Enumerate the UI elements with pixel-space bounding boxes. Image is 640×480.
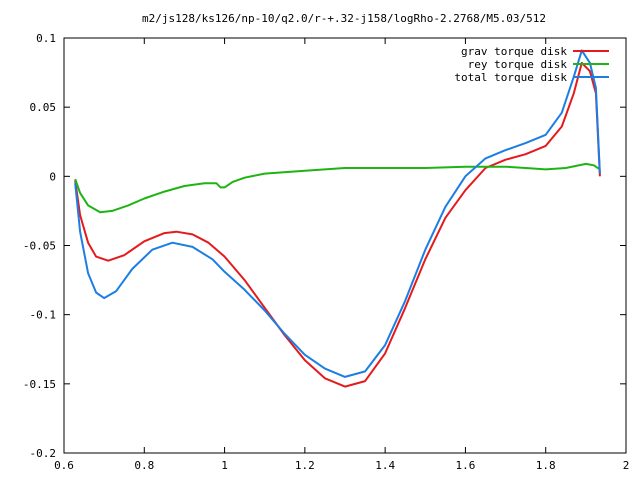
- x-tick-label: 1.8: [536, 459, 556, 472]
- y-tick-label: -0.05: [23, 240, 56, 253]
- y-tick-label: 0.05: [30, 101, 57, 114]
- legend-label: grav torque disk: [461, 45, 567, 58]
- y-tick-label: 0: [49, 170, 56, 183]
- x-tick-label: 1: [221, 459, 228, 472]
- axes: 0.6 0.8 1 1.2 1.4 1.6 1.8 2 0.1 0.05 0 -0.05 -0.1 -0.…: [23, 32, 629, 472]
- series-line-total-torque-disk: [74, 49, 601, 378]
- x-tick-label: 1.6: [455, 459, 475, 472]
- x-tick-label: 0.6: [54, 459, 74, 472]
- x-tick-label: 1.2: [295, 459, 315, 472]
- series-line-grav-torque-disk: [74, 61, 601, 388]
- x-tick-label: 1.4: [375, 459, 395, 472]
- y-tick-label: -0.1: [30, 309, 57, 322]
- plot-frame: [63, 37, 627, 454]
- y-tick-label: -0.2: [30, 447, 57, 460]
- legend-label: rey torque disk: [468, 58, 568, 71]
- x-tick-label: 0.8: [134, 459, 154, 472]
- y-tick-label: -0.15: [23, 378, 56, 391]
- plot-area: [74, 49, 601, 388]
- legend-label: total torque disk: [454, 71, 567, 84]
- x-tick-label: 2: [623, 459, 630, 472]
- series-line-rey-torque-disk: [74, 162, 601, 214]
- y-tick-label: 0.1: [36, 32, 56, 45]
- chart-title: m2/js128/ks126/np-10/q2.0/r-+.32-j158/lo…: [142, 12, 546, 25]
